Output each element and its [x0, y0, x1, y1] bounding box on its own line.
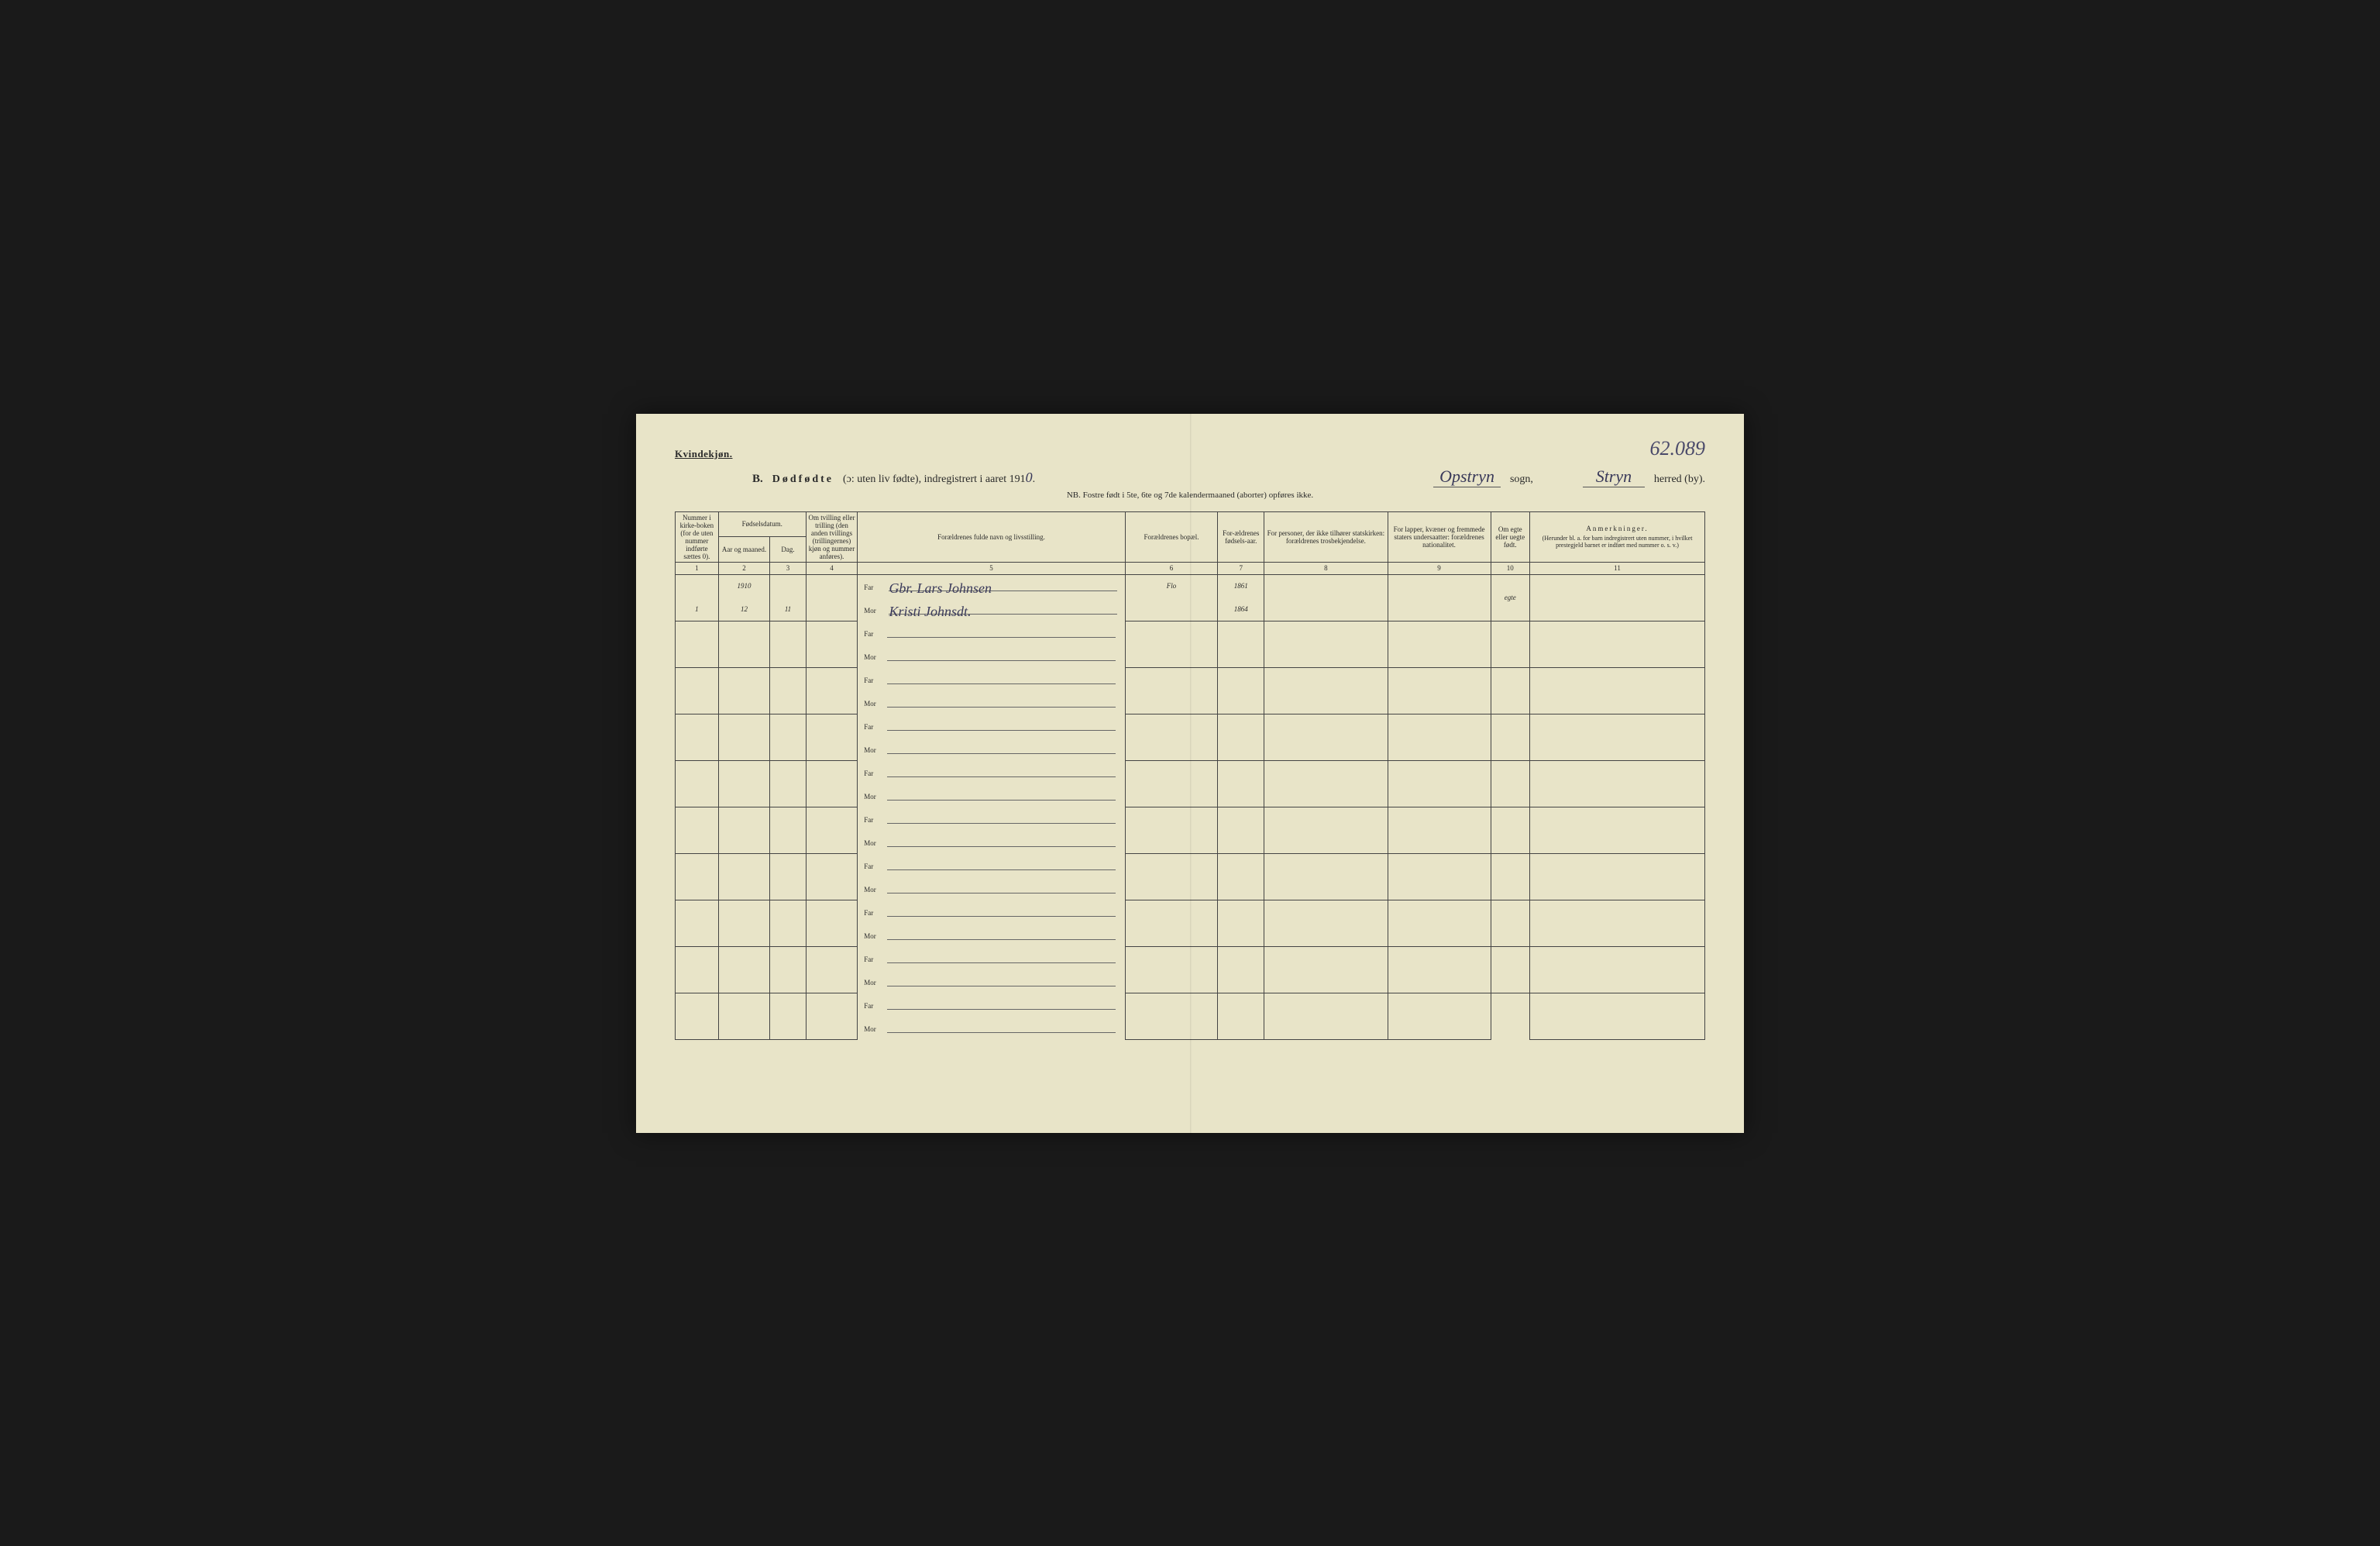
- hdr-col2: Aar og maaned.: [718, 537, 769, 563]
- hdr-col7: For-ældrenes fødsels-aar.: [1218, 511, 1264, 562]
- entry-egte: egte: [1491, 574, 1530, 621]
- hdr-col3: Dag.: [770, 537, 807, 563]
- title-word: Dødfødte: [772, 473, 834, 486]
- mor-name: Kristi Johnsdt.: [889, 604, 1117, 615]
- far-label: Far: [864, 584, 887, 591]
- sub-note: NB. Fostre født i 5te, 6te og 7de kalend…: [675, 491, 1705, 500]
- page-number-handwritten: 62.089: [1650, 437, 1706, 460]
- mor-label: Mor: [864, 1025, 887, 1033]
- title-row: B. Dødfødte (ɔ: uten liv fødte), indregi…: [752, 467, 1705, 487]
- far-label: Far: [864, 816, 887, 824]
- empty-row-far: Far: [676, 667, 1705, 690]
- top-row: Kvindekjøn. 62.089: [675, 437, 1705, 460]
- mor-aar: 1864: [1218, 597, 1264, 621]
- herred-label: herred (by).: [1654, 473, 1705, 486]
- entry-num: 1: [676, 597, 719, 621]
- hdr-col1: Nummer i kirke-boken (for de uten nummer…: [676, 511, 719, 562]
- mor-label: Mor: [864, 746, 887, 754]
- empty-row-far: Far: [676, 900, 1705, 923]
- table-head: Nummer i kirke-boken (for de uten nummer…: [676, 511, 1705, 574]
- entry-day: 11: [770, 597, 807, 621]
- mor-label: Mor: [864, 607, 887, 615]
- entry-year: 1910: [718, 574, 769, 597]
- far-label: Far: [864, 630, 887, 638]
- far-label: Far: [864, 770, 887, 777]
- empty-row-mor: Mor: [676, 876, 1705, 900]
- far-aar: 1861: [1218, 574, 1264, 597]
- herred-handwritten: Stryn: [1583, 467, 1645, 487]
- entry-row-mor: 1 12 11 Mor Kristi Johnsdt. 1864: [676, 597, 1705, 621]
- title-paren: (ɔ: uten liv fødte), indregistrert i aar…: [843, 470, 1035, 486]
- empty-row-mor: Mor: [676, 644, 1705, 667]
- empty-row-mor: Mor: [676, 1016, 1705, 1039]
- entry-row-far: 1910 Far Gbr. Lars Johnsen Flo 1861 egte: [676, 574, 1705, 597]
- mor-label: Mor: [864, 653, 887, 661]
- far-name: Gbr. Lars Johnsen: [889, 580, 1117, 591]
- far-label: Far: [864, 955, 887, 963]
- entry-bopael: Flo: [1125, 574, 1218, 597]
- register-table: Nummer i kirke-boken (for de uten nummer…: [675, 511, 1705, 1040]
- empty-row-far: Far: [676, 853, 1705, 876]
- empty-row-mor: Mor: [676, 923, 1705, 946]
- mor-label: Mor: [864, 932, 887, 940]
- register-page: Kvindekjøn. 62.089 B. Dødfødte (ɔ: uten …: [636, 414, 1744, 1133]
- mor-label: Mor: [864, 793, 887, 801]
- mor-label: Mor: [864, 700, 887, 708]
- far-label: Far: [864, 723, 887, 731]
- far-label: Far: [864, 1002, 887, 1010]
- empty-row-far: Far: [676, 946, 1705, 969]
- mor-label: Mor: [864, 886, 887, 894]
- hdr-col6: Forældrenes bopæl.: [1125, 511, 1218, 562]
- hdr-col23: Fødselsdatum.: [718, 511, 806, 537]
- sogn-handwritten: Opstryn: [1433, 467, 1501, 487]
- entry-month: 12: [718, 597, 769, 621]
- empty-row-mor: Mor: [676, 969, 1705, 993]
- mor-label: Mor: [864, 839, 887, 847]
- gender-label: Kvindekjøn.: [675, 448, 733, 460]
- mor-label: Mor: [864, 979, 887, 986]
- year-handwritten: 0: [1026, 470, 1033, 485]
- empty-row-far: Far: [676, 760, 1705, 783]
- hdr-col5: Forældrenes fulde navn og livsstilling.: [858, 511, 1126, 562]
- far-label: Far: [864, 677, 887, 684]
- empty-row-mor: Mor: [676, 830, 1705, 853]
- sogn-label: sogn,: [1510, 473, 1533, 486]
- hdr-col10: Om egte eller uegte født.: [1491, 511, 1530, 562]
- hdr-col4: Om tvilling eller trilling (den anden tv…: [806, 511, 857, 562]
- empty-row-far: Far: [676, 714, 1705, 737]
- far-label: Far: [864, 909, 887, 917]
- empty-row-mor: Mor: [676, 737, 1705, 760]
- hdr-col9: For lapper, kvæner og fremmede staters u…: [1388, 511, 1491, 562]
- empty-row-far: Far: [676, 993, 1705, 1016]
- column-numbers-row: 1 2 3 4 5 6 7 8 9 10 11: [676, 562, 1705, 574]
- empty-row-mor: Mor: [676, 783, 1705, 807]
- empty-row-far: Far: [676, 621, 1705, 644]
- hdr-col11: Anmerkninger. (Herunder bl. a. for barn …: [1530, 511, 1705, 562]
- hdr-col8: For personer, der ikke tilhører statskir…: [1264, 511, 1388, 562]
- title-letter: B.: [752, 473, 763, 486]
- empty-row-mor: Mor: [676, 690, 1705, 714]
- table-body: 1910 Far Gbr. Lars Johnsen Flo 1861 egte…: [676, 574, 1705, 1039]
- far-label: Far: [864, 863, 887, 870]
- empty-row-far: Far: [676, 807, 1705, 830]
